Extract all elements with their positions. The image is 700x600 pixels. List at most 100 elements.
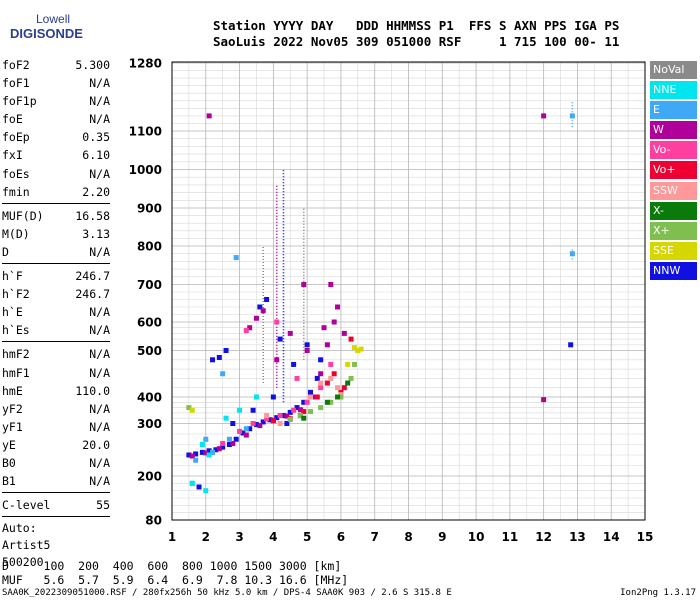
echo-point bbox=[270, 394, 276, 400]
legend: NoVal NNE E W Vo- Vo+ SSW X- X+ SSE NNW bbox=[650, 61, 697, 282]
echo-point bbox=[284, 413, 290, 419]
muf-table: D 100 200 400 600 800 1000 1500 3000 [km… bbox=[2, 559, 348, 587]
echo-point bbox=[308, 394, 314, 400]
echo-point bbox=[223, 348, 229, 353]
param-row: fxI 6.10 bbox=[2, 146, 110, 164]
echo-point bbox=[233, 255, 239, 261]
echo-point bbox=[341, 330, 347, 336]
x-tick-label: 6 bbox=[337, 530, 345, 544]
echo-point bbox=[335, 385, 341, 391]
y-tick-label: 900 bbox=[137, 202, 162, 216]
param-row: yE 20.0 bbox=[2, 436, 110, 454]
param-value: 16.58 bbox=[75, 208, 110, 223]
echo-point bbox=[541, 397, 547, 403]
echo-point bbox=[274, 415, 280, 421]
legend-item-ssw: SSW bbox=[650, 181, 697, 200]
echo-point bbox=[280, 413, 286, 419]
echo-point bbox=[287, 330, 293, 336]
param-key: h`F2 bbox=[2, 287, 30, 302]
legend-item-e: E bbox=[650, 101, 697, 120]
echo-point bbox=[237, 407, 243, 413]
echo-point bbox=[240, 430, 246, 436]
grid-layer bbox=[171, 62, 646, 521]
echo-point bbox=[226, 442, 232, 447]
echo-point bbox=[206, 448, 212, 454]
y-tick-label: 600 bbox=[137, 316, 162, 330]
param-row: yF2 N/A bbox=[2, 400, 110, 418]
param-key: hmF2 bbox=[2, 347, 30, 362]
param-key: h`E bbox=[2, 305, 23, 320]
echo-point bbox=[210, 357, 216, 363]
echo-point bbox=[233, 436, 239, 442]
plot-frame bbox=[171, 61, 646, 521]
echo-point bbox=[193, 451, 199, 457]
param-key: M(D) bbox=[2, 226, 30, 241]
param-row: h`F2 246.7 bbox=[2, 285, 110, 303]
y-tick-label: 1100 bbox=[129, 125, 162, 139]
echo-point bbox=[264, 297, 270, 302]
param-value: 20.0 bbox=[82, 437, 110, 452]
param-key: hmE bbox=[2, 383, 23, 398]
param-value: 246.7 bbox=[75, 287, 110, 302]
echo-point bbox=[314, 375, 320, 381]
echo-point bbox=[277, 336, 283, 342]
param-value: N/A bbox=[89, 305, 110, 320]
echo-point bbox=[318, 357, 324, 363]
echo-point bbox=[324, 342, 330, 348]
param-key: foE bbox=[2, 112, 23, 127]
parameter-panel: foF2 5.300 foF1 N/A foF1p N/A foE N/A foEp 0.35 fx… bbox=[2, 56, 110, 571]
logo-line1: Lowell bbox=[36, 12, 71, 26]
echo-point bbox=[318, 371, 324, 377]
echo-point bbox=[301, 282, 307, 287]
echo-point bbox=[321, 325, 327, 331]
param-value: N/A bbox=[89, 244, 110, 259]
legend-item-w: W bbox=[650, 121, 697, 140]
echo-point bbox=[206, 113, 212, 119]
echo-point bbox=[304, 348, 310, 353]
echo-point bbox=[287, 409, 293, 415]
param-row: yF1 N/A bbox=[2, 418, 110, 436]
echo-point bbox=[260, 419, 266, 425]
param-key: hmF1 bbox=[2, 365, 30, 380]
param-row: hmF1 N/A bbox=[2, 364, 110, 382]
echo-point bbox=[311, 394, 317, 400]
param-row: fmin 2.20 bbox=[2, 183, 110, 201]
echo-point bbox=[351, 345, 357, 351]
param-row: h`F 246.7 bbox=[2, 267, 110, 285]
echo-point bbox=[220, 371, 226, 377]
echo-point bbox=[294, 375, 300, 381]
param-key: C-level bbox=[2, 498, 51, 513]
echo-point bbox=[335, 394, 341, 400]
legend-item-nne: NNE bbox=[650, 81, 697, 100]
separator bbox=[2, 202, 110, 204]
echo-point bbox=[189, 480, 195, 486]
y-tick-label: 80 bbox=[145, 514, 162, 528]
param-value: 2.20 bbox=[82, 184, 110, 199]
echo-point bbox=[189, 453, 195, 459]
logo-line2: DIGISONDE bbox=[10, 26, 83, 41]
param-value: 5.300 bbox=[75, 58, 110, 72]
legend-item-vominus: Vo- bbox=[650, 141, 697, 160]
param-value: N/A bbox=[89, 401, 110, 416]
param-key: fxI bbox=[2, 148, 23, 163]
y-tick-label: 300 bbox=[137, 417, 162, 431]
param-value: N/A bbox=[89, 76, 110, 91]
param-row: B0 N/A bbox=[2, 454, 110, 472]
echo-point bbox=[297, 407, 303, 413]
separator bbox=[2, 341, 110, 343]
echo-point bbox=[284, 421, 290, 426]
echo-point bbox=[291, 361, 297, 367]
echo-point bbox=[328, 361, 334, 367]
echo-point bbox=[206, 452, 212, 458]
echo-point bbox=[203, 450, 209, 456]
param-key: fmin bbox=[2, 184, 30, 199]
echo-point bbox=[264, 413, 270, 419]
legend-item-nnw: NNW bbox=[650, 261, 697, 280]
echo-point bbox=[264, 416, 270, 422]
param-value: 3.13 bbox=[82, 226, 110, 241]
echo-point bbox=[270, 418, 276, 424]
param-row: M(D) 3.13 bbox=[2, 225, 110, 243]
echo-point bbox=[301, 409, 307, 415]
echo-point bbox=[358, 346, 364, 352]
echo-point bbox=[355, 348, 361, 353]
